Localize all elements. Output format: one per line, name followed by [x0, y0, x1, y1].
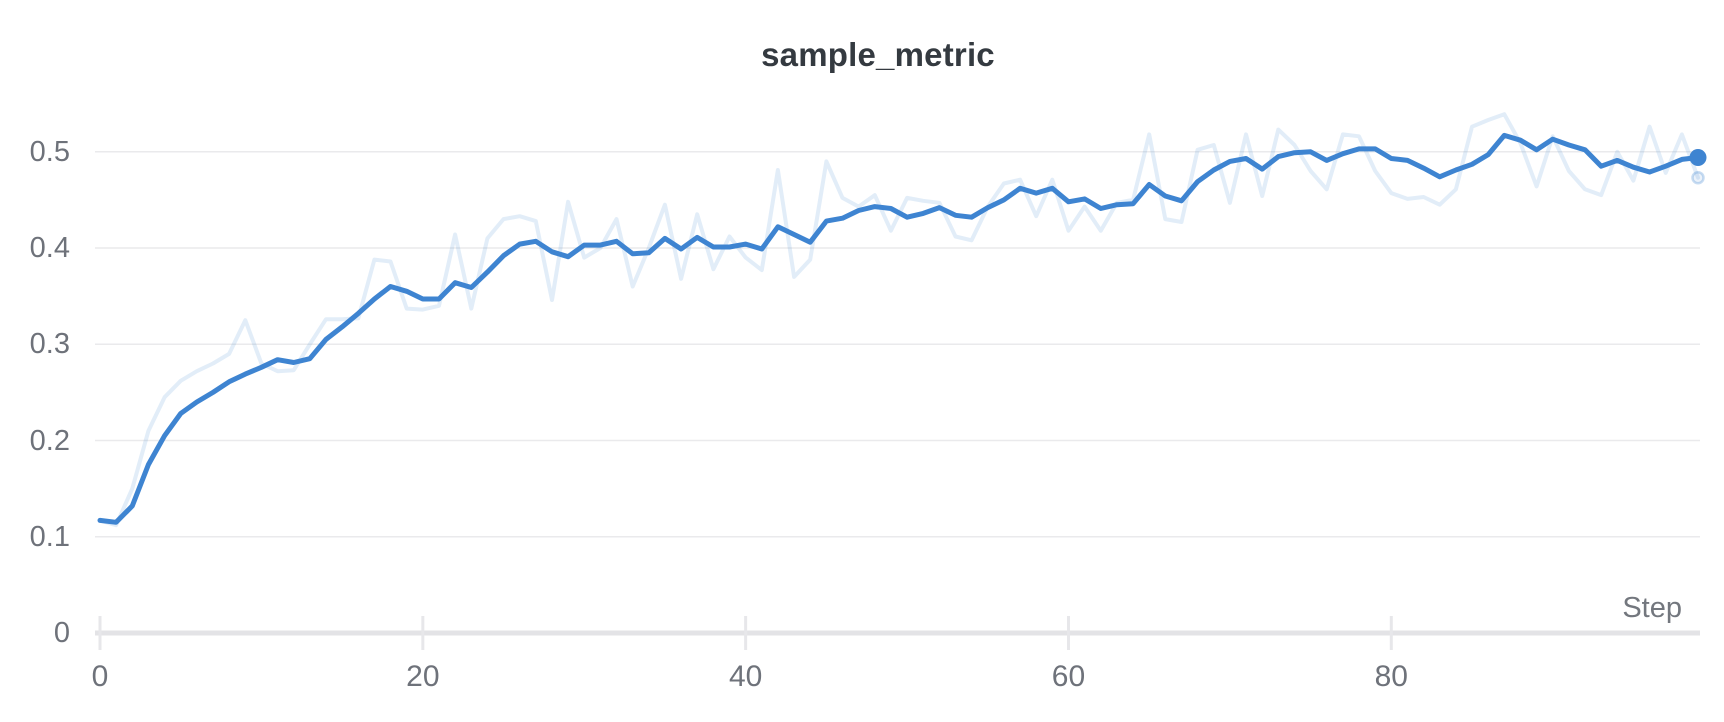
smoothed-line-path [97, 132, 1701, 525]
y-tick-label: 0.1 [29, 520, 70, 553]
y-tick-label: 0.2 [29, 424, 70, 457]
y-tick-label: 0 [53, 617, 70, 649]
y-tick-label: 0.3 [29, 328, 70, 361]
raw-latest-point-marker [1691, 170, 1705, 185]
x-tick-label: 0 [91, 660, 109, 693]
raw-line-path [98, 112, 1700, 528]
x-tick-label: 80 [1374, 660, 1408, 693]
y-tick-label: 0.4 [29, 232, 70, 264]
x-axis-title: Step [1622, 592, 1682, 624]
y-tick-label: 0.5 [29, 135, 70, 168]
x-tick-label: 20 [406, 660, 440, 693]
latest-point-marker[interactable] [1689, 149, 1707, 166]
chart-title: sample_metric [761, 36, 995, 73]
x-tick-label: 60 [1051, 660, 1086, 693]
x-tick-label: 40 [728, 660, 763, 693]
